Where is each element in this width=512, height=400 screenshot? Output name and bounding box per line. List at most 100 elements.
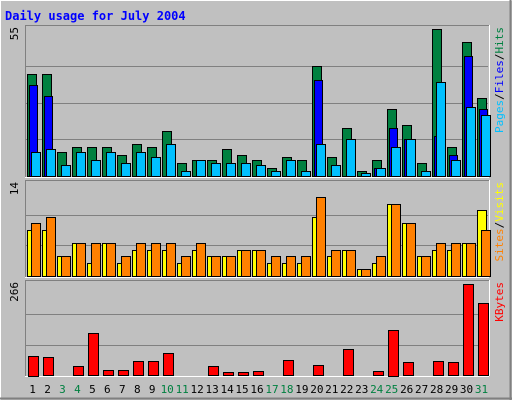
x-tick-label: 16	[250, 383, 263, 396]
bar-sites-day-10	[166, 243, 176, 277]
bar-kbytes-day-31	[478, 303, 489, 376]
bar-pages-day-11	[181, 171, 191, 177]
bar-sites-day-13	[211, 256, 221, 277]
bar-pages-day-27	[421, 171, 431, 177]
bar-kbytes-day-9	[148, 361, 159, 376]
x-tick-label: 22	[340, 383, 353, 396]
bar-sites-day-31	[481, 230, 491, 277]
bar-pages-day-29	[451, 160, 461, 177]
bar-pages-day-2	[46, 149, 56, 177]
bar-kbytes-day-8	[133, 361, 144, 376]
bar-kbytes-day-25	[388, 330, 399, 377]
bar-kbytes-day-18	[283, 360, 294, 376]
bar-pages-day-24	[376, 168, 386, 177]
bar-pages-day-23	[361, 173, 371, 177]
bar-sites-day-12	[196, 243, 206, 277]
bar-pages-day-3	[61, 165, 71, 177]
bar-sites-day-9	[151, 243, 161, 277]
bar-sites-day-24	[376, 256, 386, 277]
bar-pages-day-7	[121, 163, 131, 177]
bar-sites-day-1	[31, 223, 41, 277]
bar-sites-day-4	[76, 243, 86, 277]
bar-sites-day-28	[436, 243, 446, 277]
bar-pages-day-31	[481, 115, 491, 177]
bar-pages-day-22	[346, 139, 356, 177]
bar-kbytes-day-6	[103, 370, 114, 376]
bar-kbytes-day-10	[163, 353, 174, 376]
x-tick-label: 19	[295, 383, 308, 396]
x-tick-label: 8	[134, 383, 141, 396]
bars-kbytes	[28, 284, 489, 377]
bar-kbytes-day-7	[118, 370, 129, 376]
bar-pages-day-21	[331, 165, 341, 177]
bar-pages-day-15	[241, 163, 251, 177]
bar-kbytes-day-15	[238, 372, 249, 376]
bar-kbytes-day-30	[463, 284, 474, 376]
bar-sites-day-7	[121, 256, 131, 277]
bar-kbytes-day-28	[433, 361, 444, 376]
bar-pages-day-28	[436, 82, 446, 177]
x-tick-label: 25	[385, 383, 398, 396]
legend-entry: Pages	[493, 100, 506, 133]
x-tick-label: 21	[325, 383, 338, 396]
legend-entry: KBytes	[493, 282, 506, 322]
legend-entry: Hits	[493, 27, 506, 54]
legend-entry: Files	[493, 60, 506, 93]
bar-sites-day-23	[361, 269, 371, 277]
x-tick-label: 30	[460, 383, 473, 396]
bar-kbytes-day-4	[73, 366, 84, 376]
x-tick-label: 2	[44, 383, 51, 396]
x-tick-label: 23	[355, 383, 368, 396]
bar-pages-day-17	[271, 171, 281, 177]
bar-pages-day-18	[286, 160, 296, 177]
x-tick-label: 17	[265, 383, 278, 396]
bar-sites-day-27	[421, 256, 431, 277]
bar-pages-day-6	[106, 152, 116, 177]
legend-entry: Visits	[493, 182, 506, 222]
bar-sites-day-6	[106, 243, 116, 277]
x-tick-label: 13	[205, 383, 218, 396]
bar-sites-day-17	[271, 256, 281, 277]
legend-entry: Sites	[493, 228, 506, 261]
bar-sites-day-20	[316, 197, 326, 277]
bar-pages-day-19	[301, 171, 311, 177]
x-tick-label: 10	[161, 383, 174, 396]
bar-kbytes-day-29	[448, 362, 459, 376]
x-tick-label: 27	[415, 383, 428, 396]
bar-sites-day-3	[61, 256, 71, 277]
bars-visits	[27, 197, 491, 277]
legend-separator: /	[493, 222, 506, 229]
bar-pages-day-10	[166, 144, 176, 177]
bar-sites-day-18	[286, 256, 296, 277]
bar-pages-day-5	[91, 160, 101, 177]
legend-kbytes: KBytes	[493, 282, 506, 322]
bar-pages-day-30	[466, 107, 476, 177]
bar-kbytes-day-16	[253, 371, 264, 376]
x-tick-label: 5	[89, 383, 96, 396]
bar-sites-day-29	[451, 243, 461, 277]
x-tick-label: 31	[475, 383, 488, 396]
x-tick-label: 4	[74, 383, 81, 396]
bar-sites-day-25	[391, 204, 401, 277]
bars-usage	[27, 29, 491, 177]
x-tick-label: 24	[370, 383, 384, 396]
x-tick-label: 3	[59, 383, 66, 396]
x-tick-label: 29	[445, 383, 458, 396]
bar-pages-day-9	[151, 157, 161, 177]
bar-sites-day-2	[46, 217, 56, 277]
panel-visits: 14 Sites/Visits	[8, 180, 506, 278]
legend-visits: Sites/Visits	[493, 182, 506, 262]
x-tick-label: 7	[119, 383, 126, 396]
bar-pages-day-1	[31, 152, 41, 177]
bar-sites-day-16	[256, 250, 266, 277]
x-tick-label: 15	[235, 383, 248, 396]
chart-title: Daily usage for July 2004	[5, 9, 186, 23]
x-tick-label: 12	[190, 383, 203, 396]
bar-sites-day-30	[466, 243, 476, 277]
x-tick-label: 14	[220, 383, 234, 396]
bar-pages-day-20	[316, 144, 326, 177]
bar-pages-day-26	[406, 139, 416, 177]
